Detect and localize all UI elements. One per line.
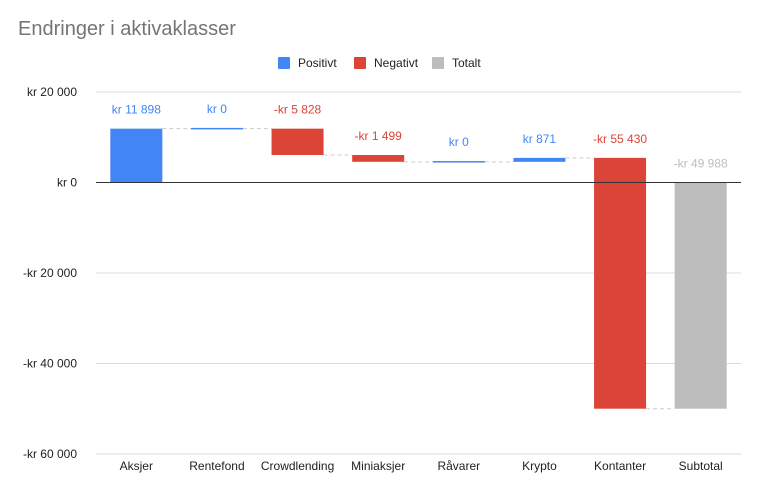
x-category-label: Aksjer [120, 459, 153, 473]
legend-label: Totalt [452, 56, 481, 70]
x-category-label: Råvarer [437, 459, 480, 473]
axes: kr 20 000 kr 0 -kr 20 000 -kr 40 000 -kr 60 … [23, 85, 741, 473]
legend-swatch [278, 57, 290, 69]
legend: Positivt Negativt Totalt [278, 56, 481, 70]
legend-swatch [432, 57, 444, 69]
data-label: kr 0 [207, 102, 227, 116]
x-category-label: Krypto [522, 459, 557, 473]
bars [110, 127, 727, 409]
x-category-label: Rentefond [189, 459, 244, 473]
data-labels: kr 11 898 kr 0 -kr 5 828 -kr 1 499 kr 0 kr 87… [112, 102, 728, 171]
y-tick-label: -kr 20 000 [23, 266, 77, 280]
legend-label: Positivt [298, 56, 337, 70]
x-category-label: Subtotal [679, 459, 723, 473]
bar-subtotal [674, 182, 727, 409]
y-tick-label: kr 20 000 [27, 85, 77, 99]
data-label: kr 0 [449, 135, 469, 149]
data-label: -kr 49 988 [674, 157, 728, 171]
data-label: kr 11 898 [112, 103, 161, 117]
data-label: -kr 5 828 [274, 103, 322, 117]
y-tick-label: kr 0 [57, 176, 77, 190]
bar-crowdlending [271, 128, 324, 156]
data-label: kr 871 [523, 132, 557, 146]
bar-råvarer [432, 161, 485, 163]
y-tick-label: -kr 60 000 [23, 447, 77, 461]
legend-label: Negativt [374, 56, 419, 70]
legend-swatch [354, 57, 366, 69]
bar-miniaksjer [352, 155, 405, 162]
y-tick-label: -kr 40 000 [23, 357, 77, 371]
x-category-label: Kontanter [594, 459, 646, 473]
bar-aksjer [110, 128, 163, 183]
bar-rentefond [190, 127, 243, 130]
x-category-label: Miniaksjer [351, 459, 405, 473]
bar-krypto [513, 157, 566, 162]
chart-title: Endringer i aktivaklasser [18, 18, 236, 40]
data-label: -kr 55 430 [593, 132, 647, 146]
connectors [162, 128, 675, 410]
bar-kontanter [594, 157, 647, 409]
x-category-label: Crowdlending [261, 459, 334, 473]
data-label: -kr 1 499 [355, 129, 403, 143]
